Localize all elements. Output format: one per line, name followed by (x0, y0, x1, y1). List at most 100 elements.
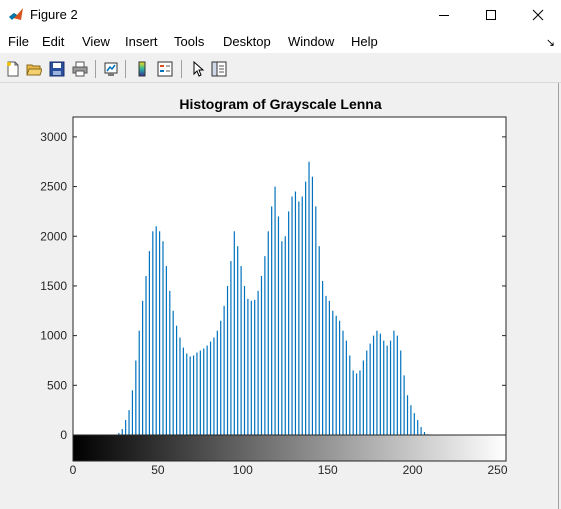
histogram-bar (342, 330, 344, 435)
histogram-bar (393, 330, 395, 435)
histogram-bar (220, 320, 222, 435)
axes-area (72, 116, 507, 436)
histogram-bar (128, 410, 130, 435)
histogram-bar (237, 246, 239, 435)
dock-arrow-icon[interactable]: ↘ (545, 37, 555, 49)
histogram-bar (226, 285, 229, 435)
histogram-bar (417, 420, 419, 435)
histogram-bar (155, 226, 157, 435)
histogram-bar (413, 413, 415, 435)
toolbar-separator (125, 60, 126, 78)
histogram-bar (359, 370, 361, 435)
histogram-bar (162, 241, 164, 435)
histogram-bar (145, 276, 147, 435)
link-plot-button[interactable] (101, 59, 120, 78)
histogram-bar (318, 246, 320, 435)
title-bar: Figure 2 (0, 0, 561, 30)
insert-colorbar-icon (138, 61, 145, 76)
histogram-bar (386, 345, 388, 435)
histogram-bar (233, 231, 235, 435)
histogram-bar (410, 405, 412, 435)
toolbar (0, 55, 561, 83)
insert-legend-button[interactable] (155, 59, 174, 78)
histogram-bar (366, 350, 368, 435)
x-tick-label: 150 (318, 463, 338, 477)
matlab-logo-icon (9, 8, 23, 20)
minimize-button[interactable] (421, 0, 467, 30)
histogram-bar (383, 340, 385, 435)
histogram-bar (400, 350, 402, 435)
maximize-button[interactable] (468, 0, 514, 30)
histogram-bar (142, 300, 144, 435)
histogram-bar (298, 201, 300, 435)
insert-legend-icon (157, 61, 172, 76)
histogram-bar (420, 427, 422, 435)
open-file-button[interactable] (24, 59, 43, 78)
print-button[interactable] (70, 59, 89, 78)
minimize-icon (439, 15, 449, 16)
histogram-bar (389, 340, 392, 435)
histogram-bar (260, 276, 263, 435)
close-button[interactable] (515, 0, 561, 30)
histogram-bar (196, 352, 198, 435)
link-plot-icon (104, 62, 117, 76)
new-figure-button[interactable] (3, 59, 22, 78)
histogram-bar (328, 300, 330, 435)
histogram-bar (332, 310, 334, 435)
histogram-bar (277, 216, 280, 436)
bars-group (114, 161, 432, 436)
menu-bar: File Edit View Insert Tools Desktop Wind… (0, 30, 561, 53)
histogram-bar (322, 280, 324, 435)
histogram-bar (189, 356, 191, 435)
histogram-bar (192, 355, 195, 435)
histogram-bar (291, 196, 293, 435)
save-button[interactable] (47, 59, 66, 78)
histogram-bar (274, 186, 276, 435)
histogram-bar (169, 290, 171, 435)
histogram-bar (165, 266, 167, 435)
histogram-bar (423, 432, 426, 435)
insert-colorbar-button[interactable] (132, 59, 151, 78)
histogram-bar (159, 231, 161, 435)
menu-tools[interactable]: Tools (174, 34, 205, 49)
histogram-bar (308, 161, 310, 435)
histogram-bar (264, 256, 266, 436)
window-border (558, 83, 559, 509)
histogram-bar (355, 373, 358, 435)
histogram-bar (179, 337, 181, 435)
histogram-bar (206, 345, 208, 435)
y-tick-label: 2500 (40, 180, 67, 194)
menu-view[interactable]: View (82, 34, 110, 49)
histogram-bar (175, 325, 178, 435)
print-icon (72, 61, 87, 76)
histogram-bar (352, 370, 354, 435)
histogram-bar (135, 360, 137, 435)
close-icon (532, 9, 544, 21)
histogram-bar (335, 315, 337, 435)
histogram-bar (376, 330, 378, 435)
menu-desktop[interactable]: Desktop (223, 34, 271, 49)
histogram-bar (338, 320, 341, 435)
x-tick-label: 100 (233, 463, 253, 477)
open-file-icon (25, 64, 42, 75)
menu-file[interactable]: File (8, 34, 29, 49)
histogram-bar (369, 343, 371, 435)
ticks-group: 0 500 1000 1500 2000 2500 3000 0 50 100 150 200 250 (40, 130, 508, 477)
menu-help[interactable]: Help (351, 34, 378, 49)
histogram-bar (121, 429, 123, 435)
histogram-bar (250, 300, 252, 435)
pointer-button[interactable] (188, 59, 207, 78)
menu-edit[interactable]: Edit (42, 34, 65, 49)
property-inspector-button[interactable] (209, 59, 228, 78)
menu-window[interactable]: Window (288, 34, 335, 49)
toolbar-separator (181, 60, 182, 78)
histogram-bar (254, 299, 256, 435)
histogram-bar (349, 355, 351, 435)
y-tick-label: 1500 (40, 279, 67, 293)
histogram-bar (213, 337, 215, 435)
histogram-bar (131, 390, 134, 435)
maximize-icon (486, 10, 496, 20)
histogram-bar (403, 375, 405, 436)
menu-insert[interactable]: Insert (125, 34, 158, 49)
histogram-bar (305, 181, 307, 435)
